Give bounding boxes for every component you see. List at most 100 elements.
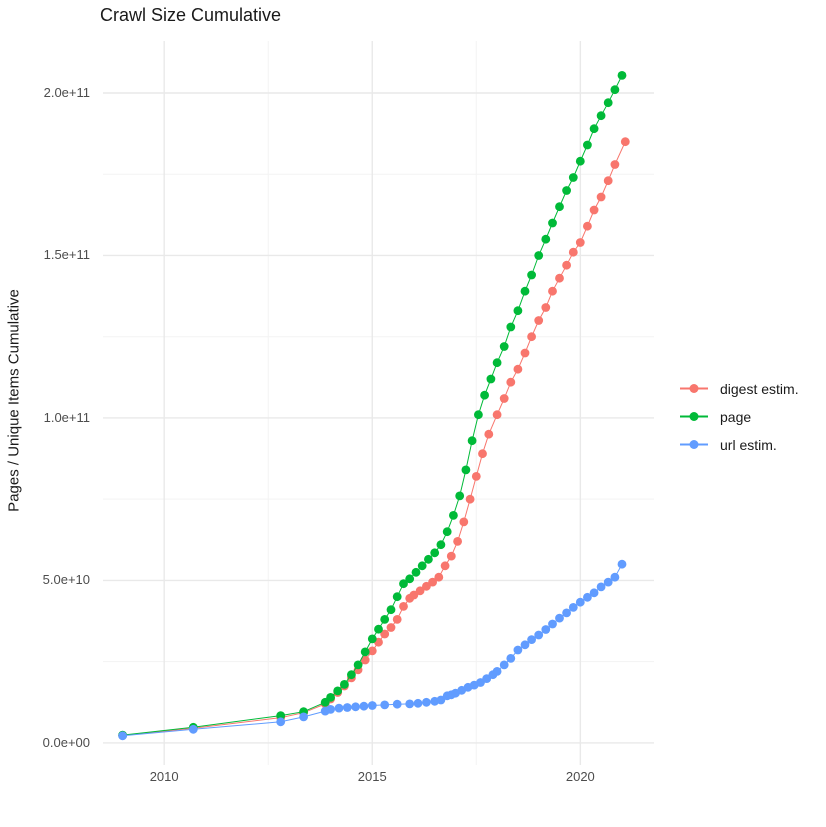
data-point bbox=[399, 602, 408, 611]
data-point bbox=[467, 436, 477, 446]
data-point bbox=[380, 700, 390, 710]
chart-title: Crawl Size Cumulative bbox=[100, 5, 282, 25]
legend-key-line-point-icon bbox=[680, 412, 708, 421]
data-point bbox=[513, 306, 523, 316]
data-point bbox=[513, 645, 523, 655]
data-point bbox=[118, 731, 127, 741]
data-point bbox=[478, 449, 487, 459]
data-point bbox=[430, 548, 440, 558]
data-point bbox=[455, 491, 465, 501]
y-tick-label: 2.0e+11 bbox=[43, 84, 90, 100]
data-point bbox=[380, 615, 390, 624]
major-gridlines bbox=[103, 41, 654, 765]
data-point bbox=[541, 234, 551, 244]
data-point bbox=[520, 286, 530, 296]
data-point bbox=[568, 603, 578, 612]
data-point bbox=[351, 702, 360, 712]
y-tick-label: 1.5e+11 bbox=[43, 247, 90, 263]
data-point bbox=[374, 624, 383, 634]
data-point bbox=[436, 695, 446, 705]
data-point bbox=[499, 660, 509, 670]
data-point bbox=[428, 577, 437, 587]
data-point bbox=[575, 597, 585, 607]
data-point bbox=[555, 273, 564, 283]
data-point bbox=[415, 586, 425, 596]
data-point bbox=[471, 472, 481, 481]
data-point bbox=[353, 660, 363, 670]
data-point bbox=[610, 572, 620, 582]
legend-key-point bbox=[689, 384, 699, 393]
data-point bbox=[342, 703, 352, 712]
data-point bbox=[405, 699, 415, 709]
data-point bbox=[360, 647, 370, 657]
x-tick-label: 2020 bbox=[565, 769, 595, 784]
y-tick-label: 1.0e+11 bbox=[43, 409, 90, 425]
data-point bbox=[596, 111, 606, 121]
data-point bbox=[562, 608, 571, 618]
data-point bbox=[492, 410, 502, 420]
data-point bbox=[440, 561, 450, 571]
data-point bbox=[555, 202, 564, 212]
data-point bbox=[513, 364, 523, 374]
data-point bbox=[380, 629, 390, 639]
legend: digest estim. page url estim. bbox=[678, 379, 799, 454]
data-point bbox=[527, 332, 536, 342]
series-page bbox=[118, 71, 627, 740]
data-point bbox=[589, 588, 599, 598]
data-point bbox=[474, 410, 483, 420]
data-point bbox=[568, 173, 578, 182]
data-point bbox=[484, 429, 494, 439]
data-point bbox=[326, 693, 335, 702]
data-point bbox=[575, 238, 585, 247]
legend-item-digest-estim: digest estim. bbox=[678, 379, 799, 398]
minor-gridlines bbox=[103, 41, 654, 765]
data-point bbox=[603, 98, 613, 108]
data-point bbox=[360, 655, 370, 665]
legend-label: page bbox=[720, 408, 752, 425]
data-point bbox=[340, 680, 349, 689]
data-point bbox=[422, 581, 431, 591]
data-point bbox=[603, 176, 613, 186]
data-point bbox=[548, 218, 557, 228]
legend-key-point bbox=[689, 412, 699, 421]
data-point bbox=[424, 554, 433, 564]
data-point bbox=[442, 527, 452, 537]
data-point bbox=[568, 247, 578, 257]
data-point bbox=[520, 348, 530, 358]
data-point bbox=[506, 654, 516, 663]
data-point bbox=[534, 316, 544, 325]
data-point bbox=[386, 623, 396, 632]
data-point bbox=[276, 711, 286, 720]
data-point bbox=[367, 701, 377, 710]
data-point bbox=[392, 592, 402, 602]
data-point bbox=[620, 137, 630, 147]
data-point bbox=[562, 186, 571, 195]
data-point bbox=[465, 494, 475, 504]
data-point bbox=[411, 567, 421, 577]
data-point bbox=[548, 619, 557, 629]
data-point bbox=[548, 286, 557, 296]
data-point bbox=[486, 374, 496, 384]
data-point bbox=[596, 192, 606, 202]
legend-item-url-estim: url estim. bbox=[678, 435, 799, 454]
data-point bbox=[480, 390, 489, 400]
data-point bbox=[617, 559, 627, 569]
data-point bbox=[603, 577, 613, 587]
data-point bbox=[610, 85, 620, 95]
data-point bbox=[386, 605, 396, 615]
data-point bbox=[392, 699, 402, 709]
data-point bbox=[459, 517, 469, 527]
data-point bbox=[499, 342, 509, 351]
data-point bbox=[534, 630, 544, 640]
data-point bbox=[555, 613, 564, 623]
data-point bbox=[520, 640, 530, 650]
data-point bbox=[583, 592, 592, 602]
series-digest-estim bbox=[118, 137, 630, 740]
data-point bbox=[541, 625, 551, 634]
series-line bbox=[122, 141, 626, 736]
legend-key-line-point-icon bbox=[680, 440, 708, 449]
data-point bbox=[492, 667, 502, 676]
series-url-estim bbox=[118, 559, 627, 741]
legend-key-line-point-icon bbox=[680, 384, 708, 393]
